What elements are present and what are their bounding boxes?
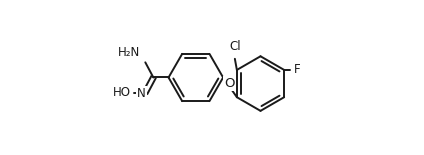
Text: O: O	[224, 77, 234, 90]
Text: F: F	[294, 63, 301, 76]
Text: N: N	[137, 87, 146, 100]
Text: HO: HO	[113, 86, 131, 99]
Text: Cl: Cl	[229, 40, 241, 53]
Text: H₂N: H₂N	[118, 46, 140, 59]
